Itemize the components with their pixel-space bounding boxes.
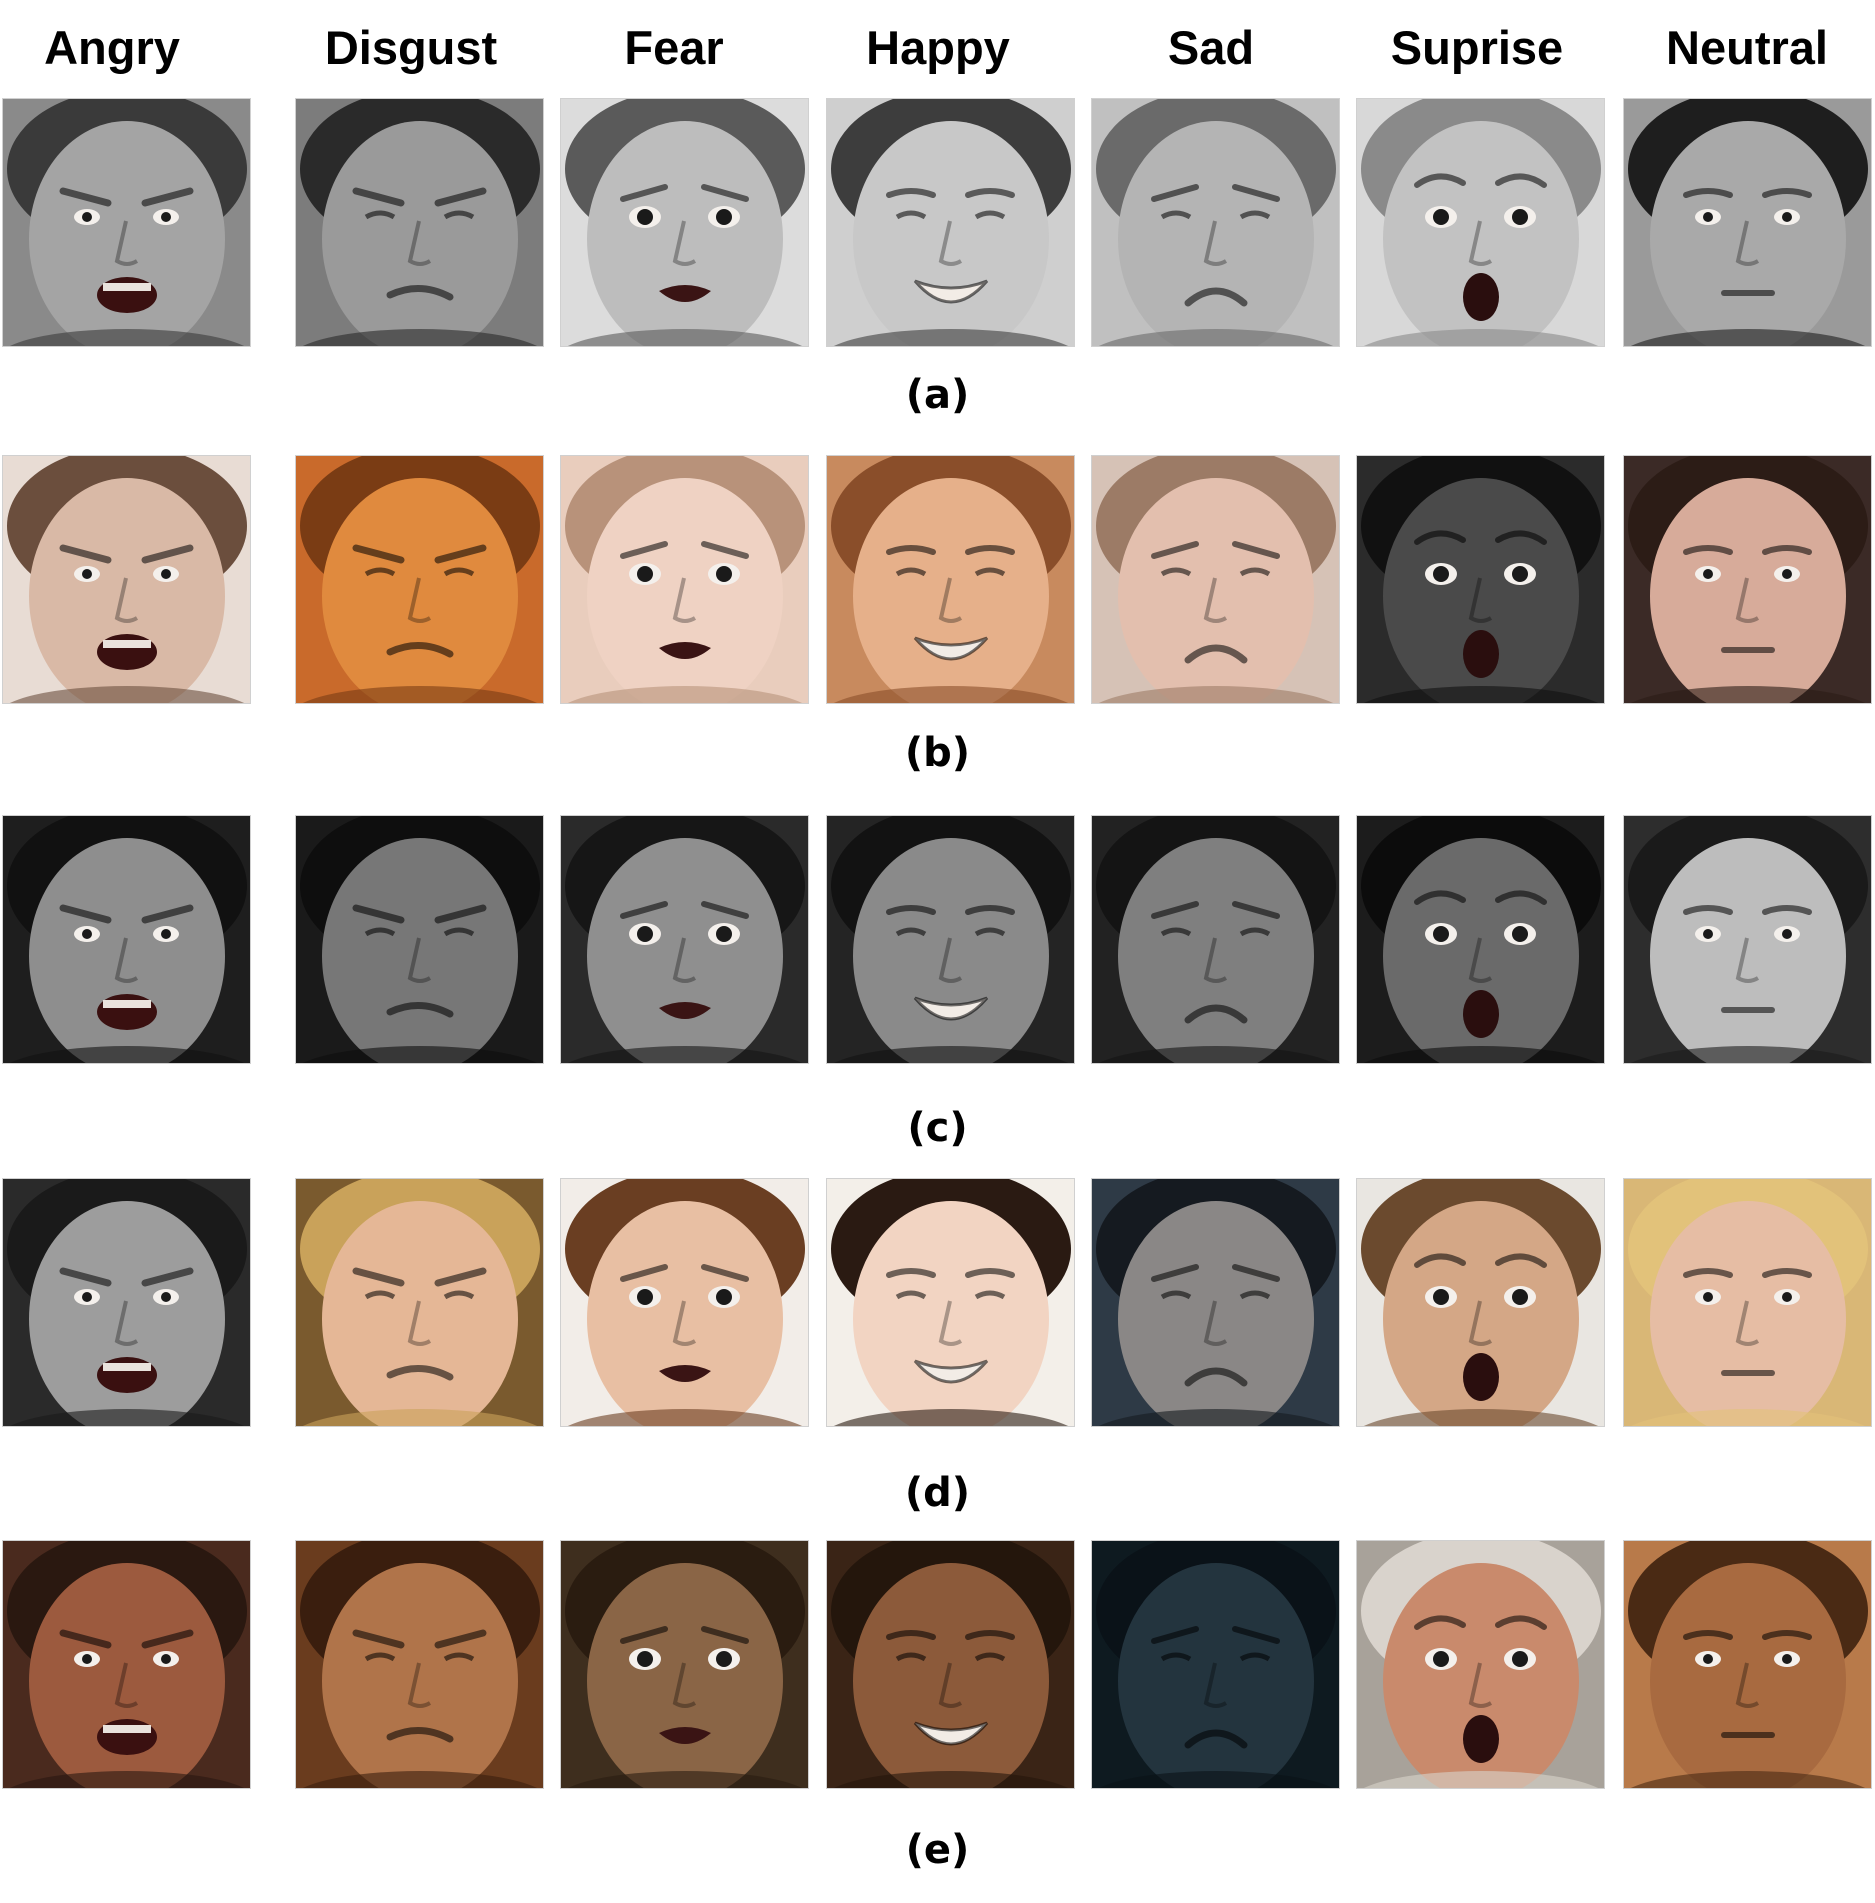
row-label: (a): [905, 372, 970, 418]
face-image-surprise: [1356, 455, 1605, 704]
face-image-sad: [1091, 98, 1340, 347]
face-image-happy: [826, 1540, 1075, 1789]
column-headers: Angry Disgust Fear Happy Sad Suprise Neu…: [0, 8, 1875, 88]
face-image-fear: [560, 1540, 809, 1789]
face-image-neutral: [1623, 98, 1872, 347]
face-image-neutral: [1623, 455, 1872, 704]
face-image-surprise: [1356, 1540, 1605, 1789]
face-image-angry: [2, 98, 251, 347]
face-image-fear: [560, 815, 809, 1064]
face-image-disgust: [295, 98, 544, 347]
face-image-fear: [560, 1178, 809, 1427]
column-label-happy: Happy: [866, 21, 1010, 74]
face-image-happy: [826, 98, 1075, 347]
face-image-sad: [1091, 1178, 1340, 1427]
face-image-angry: [2, 1540, 251, 1789]
face-image-disgust: [295, 455, 544, 704]
face-image-surprise: [1356, 815, 1605, 1064]
face-image-disgust: [295, 815, 544, 1064]
column-label-fear: Fear: [624, 21, 724, 74]
face-image-sad: [1091, 455, 1340, 704]
face-image-angry: [2, 1178, 251, 1427]
face-image-disgust: [295, 1178, 544, 1427]
face-image-neutral: [1623, 815, 1872, 1064]
face-image-angry: [2, 455, 251, 704]
row-label: (d): [904, 1470, 971, 1516]
face-image-surprise: [1356, 1178, 1605, 1427]
column-label-disgust: Disgust: [324, 21, 498, 74]
row-label: (e): [905, 1827, 970, 1873]
column-label-angry: Angry: [44, 21, 180, 74]
face-image-sad: [1091, 1540, 1340, 1789]
face-image-disgust: [295, 1540, 544, 1789]
face-image-neutral: [1623, 1178, 1872, 1427]
face-image-happy: [826, 1178, 1075, 1427]
face-image-sad: [1091, 815, 1340, 1064]
row-label: (c): [907, 1105, 968, 1151]
column-label-sad: Sad: [1167, 21, 1255, 74]
face-image-neutral: [1623, 1540, 1872, 1789]
row-label: (b): [904, 730, 971, 776]
face-image-happy: [826, 455, 1075, 704]
face-image-angry: [2, 815, 251, 1064]
face-image-happy: [826, 815, 1075, 1064]
column-label-suprise: Suprise: [1390, 21, 1564, 74]
face-image-fear: [560, 455, 809, 704]
face-image-fear: [560, 98, 809, 347]
column-label-neutral: Neutral: [1666, 21, 1828, 74]
face-image-surprise: [1356, 98, 1605, 347]
